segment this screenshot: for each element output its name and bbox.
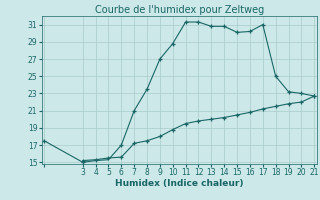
X-axis label: Humidex (Indice chaleur): Humidex (Indice chaleur): [115, 179, 244, 188]
Title: Courbe de l'humidex pour Zeltweg: Courbe de l'humidex pour Zeltweg: [95, 5, 264, 15]
